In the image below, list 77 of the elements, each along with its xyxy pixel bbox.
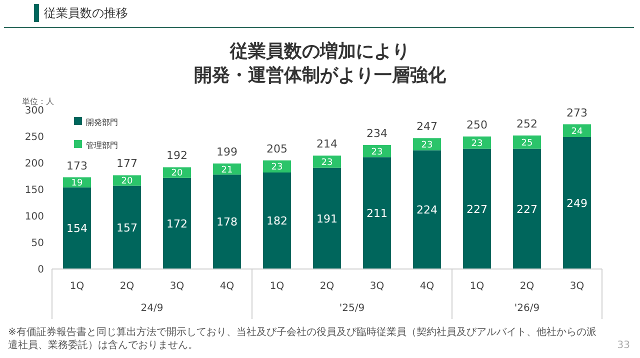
data-label: 23 [471,138,483,149]
legend-label: 管理部門 [86,141,118,150]
data-label: 19 [71,178,83,189]
data-label: 25 [521,138,533,148]
data-label: 21 [221,165,233,176]
data-label: 24 [571,126,583,137]
text: '26/9 [514,303,540,314]
bar [463,148,491,269]
data-label: 182 [266,214,288,228]
x-tick-label: 1Q [470,281,484,292]
data-label: 20 [171,168,183,179]
bar [413,150,441,269]
legend-label: 開発部門 [86,118,118,127]
bar [363,157,391,269]
y-tick-label: 50 [31,238,44,250]
text: 33 [617,340,630,351]
x-tick-label: 2Q [320,281,334,292]
x-tick-label: 4Q [220,281,234,292]
x-tick-label: 4Q [420,281,434,292]
data-label: 224 [416,204,438,217]
y-tick-label: 100 [24,212,44,223]
total-label: 205 [266,142,288,156]
text: ※有価証券報告書と同じ算出方法で開示しており、当社及び子会社の役員及び臨時従業員（契約社員及びアルバイト、他社からの派遣社員、業務委託）は含んでおりません。 [8,326,598,352]
total-label: 247 [416,120,438,134]
x-tick-label: 3Q [370,281,384,292]
bar [413,138,441,150]
bar [263,172,291,269]
data-label: 20 [121,176,133,187]
x-tick-label: 3Q [570,281,584,292]
y-axis-title: 単位：人 [22,96,54,106]
data-label: 23 [421,140,433,150]
x-tick-label: 3Q [170,281,184,292]
total-label: 250 [466,118,488,132]
text: '25/9 [339,303,365,314]
data-label: 191 [316,212,338,226]
chart-subtitle: 開発・運営体制がより一層強化 [193,64,447,88]
text: 24/9 [140,303,164,314]
data-label: 211 [366,206,388,220]
total-label: 234 [366,126,388,140]
total-label: 252 [516,117,538,130]
data-label: 178 [216,216,238,229]
total-label: 199 [216,146,238,159]
total-label: 192 [166,149,188,162]
bar [513,148,541,269]
total-label: 177 [116,157,138,170]
data-label: 172 [166,217,188,230]
x-tick-label: 1Q [70,281,84,292]
data-label: 249 [566,196,588,210]
bar [163,167,191,178]
y-tick-label: 150 [24,185,44,196]
bar [213,174,241,269]
total-label: 273 [566,106,588,120]
data-label: 157 [116,221,138,234]
bar [563,137,591,269]
data-label: 227 [466,202,488,216]
x-tick-label: 2Q [120,281,134,292]
y-tick-label: 200 [24,158,44,170]
chart-title: 従業員数の増加により [228,40,411,64]
data-label: 154 [66,222,88,236]
x-tick-label: 2Q [520,281,534,292]
bar [163,178,191,269]
data-label: 227 [516,202,538,216]
data-label: 23 [271,162,283,173]
total-label: 173 [66,159,88,172]
bar [113,186,141,269]
total-label: 214 [316,138,338,151]
bar [63,187,91,269]
bar [313,168,341,269]
data-label: 23 [321,158,333,168]
y-tick-label: 0 [38,264,44,276]
bar [113,175,141,186]
data-label: 23 [371,147,383,158]
y-tick-label: 300 [24,106,44,117]
text: 従業員数の推移 [44,5,128,22]
y-tick-label: 250 [24,132,44,144]
bar [313,156,341,168]
x-tick-label: 1Q [270,281,284,292]
